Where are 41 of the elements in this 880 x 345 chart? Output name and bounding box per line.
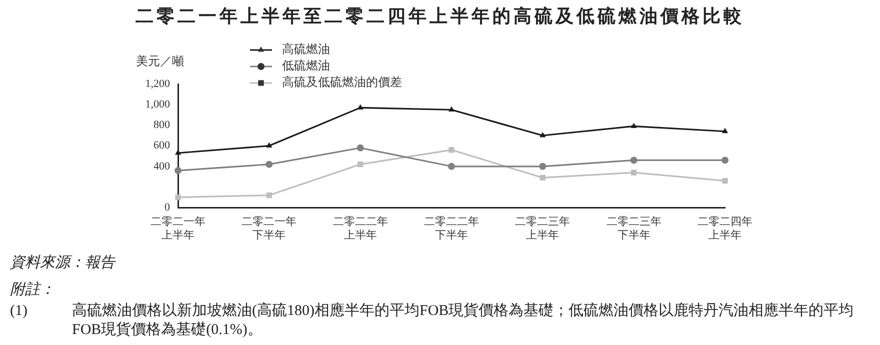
point [630,122,637,128]
point [174,150,182,155]
x-tick-label: 二零二三年上半年 [515,216,570,242]
y-tick-label: 1,200 [145,78,170,90]
text: (1) 高硫燃油價格以新加坡燃油(高硫180)相應半年的平均FOB現貨價格為基礎；低硫燃油價格以鹿特丹汽油相應半年的平均FOB現貨價格為基礎(0.1%)。 [10,303,854,338]
x-tick-label: 二零二一年下半年 [242,216,297,242]
x-tick-label: 二零二二年下半年 [424,216,479,242]
point [722,128,728,134]
point [356,144,364,152]
point [266,192,272,198]
chart-title: 二零二一年上半年至二零二四年上半年的高硫及低硫燃油價格比較 [134,5,746,28]
text: 附註： [10,281,56,300]
point [266,142,272,148]
y-tick-label: 1,000 [145,98,170,110]
x-tick-label: 二零二三年下半年 [606,216,662,242]
point [448,162,455,170]
point [631,170,637,176]
point [175,194,181,200]
x-tick-label: 二零二一年上半年 [150,216,206,242]
point [540,132,546,138]
x-tick-label: 二零二二年上半年 [332,216,388,242]
y-tick-label: 800 [154,119,170,132]
point [539,162,546,170]
y-tick-label: 0 [164,201,170,214]
x-tick-label: 二零二四年上半年 [698,216,752,242]
point [540,174,546,181]
legend-label: 高硫燃油 [282,42,330,56]
point [630,156,638,164]
legend-label: 低硫燃油 [282,58,330,73]
y-tick-label: 400 [154,160,170,172]
point [358,162,364,168]
point [448,147,454,153]
source-note: 資料來源：報告 [10,254,117,273]
y-tick-label: 600 [154,140,170,152]
legend-label: 高硫及低硫燃油的價差 [282,75,402,90]
point [448,106,455,112]
point [722,178,728,184]
point [266,160,273,168]
point [174,167,182,174]
point [722,156,728,164]
y-axis-title: 美元／噸 [136,54,184,68]
